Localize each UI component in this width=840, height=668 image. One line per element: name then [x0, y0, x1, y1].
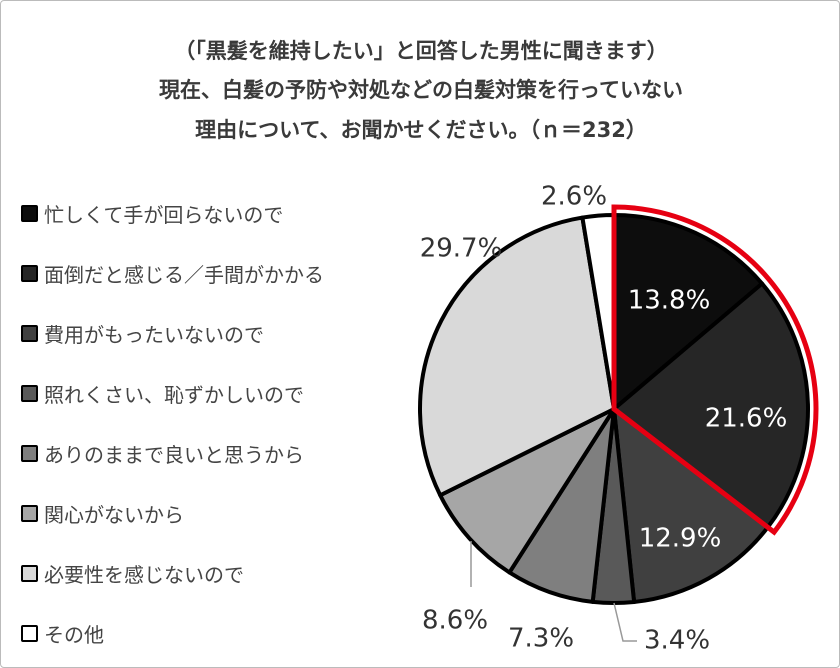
legend-label: その他 [44, 622, 104, 647]
legend-label: 忙しくて手が回らないので [44, 202, 284, 227]
legend-label: ありのままで良いと思うから [44, 442, 304, 467]
legend-swatch [21, 504, 38, 522]
data-label: 12.9% [639, 524, 722, 554]
title-line-2: 現在、白髪の予防や対処などの白髪対策を行っていない [159, 78, 683, 102]
legend-item: 忙しくて手が回らないので [21, 200, 284, 227]
legend-swatch [21, 204, 38, 222]
data-label: 29.7% [420, 234, 503, 264]
data-label: 8.6% [422, 606, 488, 636]
pie-slice [612, 281, 810, 530]
legend-swatch [21, 564, 38, 582]
leader-line [613, 602, 637, 642]
legend-label: 必要性を感じないので [44, 562, 244, 587]
legend-item: 関心がないから [21, 500, 184, 527]
highlight-outline [611, 204, 819, 536]
legend-label: 面倒だと感じる／手間がかかる [44, 262, 324, 287]
legend-item: 照れくさい、恥ずかしいので [21, 380, 304, 407]
legend-swatch [21, 384, 38, 402]
legend-label: 照れくさい、恥ずかしいので [44, 382, 304, 407]
legend-item: 面倒だと感じる／手間がかかる [21, 260, 324, 287]
legend-label: 費用がもったいないので [44, 322, 264, 347]
legend-swatch [21, 324, 38, 342]
legend-label: 関心がないから [44, 502, 184, 527]
pie-slice [418, 215, 616, 498]
data-label: 7.3% [508, 624, 574, 654]
pie-slice [438, 407, 616, 575]
legend-swatch [21, 444, 38, 462]
data-label: 13.8% [628, 286, 711, 316]
data-label: 21.6% [705, 404, 788, 434]
data-label: 2.6% [541, 182, 607, 212]
pie-slice [612, 407, 770, 604]
legend-item: 費用がもったいないので [21, 320, 264, 347]
legend-item: ありのままで良いと思うから [21, 440, 304, 467]
title-line-3: 理由について、お聞かせください。（ｎ＝232） [195, 118, 647, 142]
pie-slice [612, 213, 765, 411]
title-line-1: （「黒髪を維持したい」と回答した男性に聞きます） [174, 39, 668, 63]
legend-swatch [21, 264, 38, 282]
legend-swatch [21, 624, 38, 642]
legend-item: その他 [21, 620, 104, 647]
data-label: 3.4% [644, 626, 710, 656]
legend-item: 必要性を感じないので [21, 560, 244, 587]
